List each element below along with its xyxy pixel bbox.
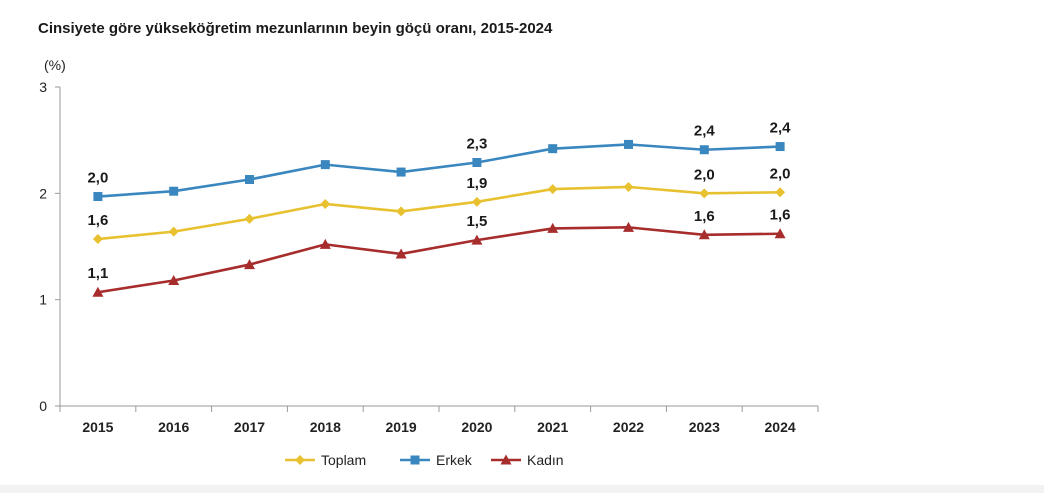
x-tick-label: 2015 [82, 419, 113, 435]
data-label-erkek: 2,3 [466, 135, 487, 152]
y-tick-label: 1 [39, 292, 47, 308]
x-tick-label: 2016 [158, 419, 189, 435]
chart-title: Cinsiyete göre yükseköğretim mezunlarını… [38, 20, 553, 37]
data-label-toplam: 1,6 [87, 212, 108, 229]
data-point-erkek [775, 142, 785, 152]
x-tick-label: 2024 [765, 419, 796, 435]
data-label-toplam: 1,9 [466, 175, 487, 192]
legend-marker-kad-n [500, 454, 512, 465]
y-tick-label: 0 [39, 398, 47, 414]
legend-label-erkek: Erkek [436, 452, 473, 468]
data-point-toplam [547, 184, 558, 195]
x-tick-label: 2017 [234, 419, 265, 435]
data-point-toplam [396, 206, 407, 217]
data-label-kad-n: 1,6 [694, 208, 715, 225]
data-point-kad-n [395, 248, 407, 259]
y-axis: 0 1 2 3 [39, 79, 61, 414]
y-tick-label: 2 [39, 185, 47, 201]
data-point-kad-n [471, 234, 483, 245]
data-point-kad-n [92, 286, 104, 297]
series-line-toplam [97, 185, 781, 241]
x-tick-label: 2019 [386, 419, 417, 435]
data-label-erkek: 2,4 [770, 120, 792, 137]
x-tick-label: 2020 [461, 419, 492, 435]
legend: Toplam Erkek Kadın [285, 452, 564, 468]
data-point-kad-n [168, 275, 180, 286]
data-point-toplam [471, 196, 482, 207]
data-point-toplam [320, 198, 331, 209]
legend-label-kad-n: Kadın [527, 452, 564, 468]
data-point-toplam [699, 188, 710, 199]
data-label-toplam: 2,0 [694, 166, 715, 183]
data-point-kad-n [698, 229, 710, 240]
data-point-kad-n [623, 221, 634, 232]
series-line-kad-n [97, 226, 781, 294]
legend-marker-toplam [295, 455, 305, 465]
legend-label-toplam: Toplam [321, 452, 366, 468]
x-tick-label: 2021 [537, 419, 568, 435]
data-label-kad-n: 1,1 [87, 265, 108, 282]
data-labels: 1,6 1,9 2,0 2,0 2,0 2,3 2,4 2,4 1,1 1,5 1,6 1,6 [87, 120, 791, 283]
data-point-toplam [168, 226, 179, 237]
data-point-toplam [92, 234, 103, 245]
data-label-kad-n: 1,5 [466, 213, 487, 230]
x-tick-label: 2018 [310, 419, 341, 435]
series-lines [92, 139, 786, 297]
bottom-band [0, 485, 1044, 493]
x-axis: 2015 2016 2017 2018 2019 2020 2021 2022 2023 2024 [59, 405, 819, 435]
data-point-toplam [775, 187, 786, 198]
data-label-kad-n: 1,6 [770, 207, 791, 224]
legend-marker-erkek [410, 455, 420, 465]
data-point-erkek [396, 167, 406, 177]
data-point-toplam [623, 181, 634, 192]
data-point-erkek [93, 192, 103, 202]
data-point-erkek [169, 186, 179, 196]
data-label-toplam: 2,0 [770, 165, 791, 182]
x-tick-label: 2023 [689, 419, 720, 435]
data-point-kad-n [547, 222, 559, 233]
data-point-erkek [624, 139, 633, 149]
data-point-kad-n [774, 228, 786, 239]
data-point-erkek [699, 145, 709, 155]
data-label-erkek: 2,4 [694, 123, 716, 140]
y-axis-unit-label: (%) [44, 57, 66, 73]
data-point-erkek [548, 144, 558, 154]
y-tick-label: 3 [39, 79, 47, 95]
data-point-erkek [472, 157, 482, 167]
data-point-kad-n [319, 238, 331, 249]
data-label-erkek: 2,0 [87, 170, 108, 187]
data-point-kad-n [244, 259, 255, 270]
data-point-toplam [244, 213, 255, 224]
x-tick-label: 2022 [613, 419, 644, 435]
data-point-erkek [320, 160, 330, 170]
data-point-erkek [245, 175, 254, 185]
series-line-erkek [97, 143, 781, 198]
